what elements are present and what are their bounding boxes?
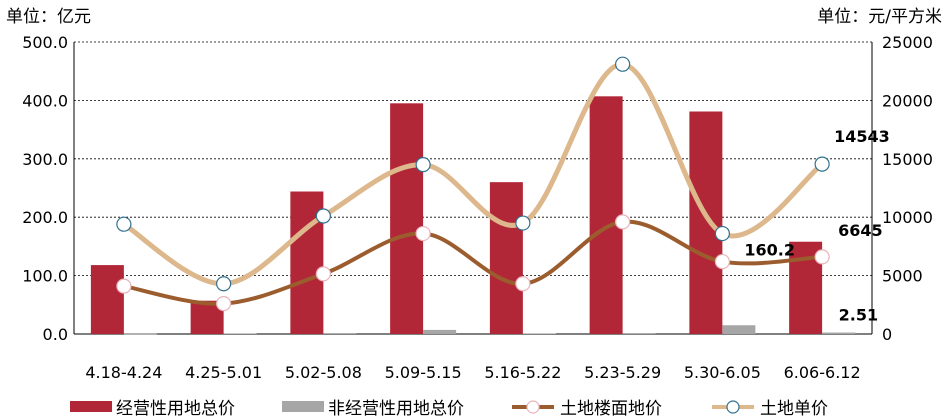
y-right-tick-label: 5000 <box>882 267 923 286</box>
point-floor-price <box>615 214 631 230</box>
bar-other <box>123 333 157 335</box>
point-unit-price <box>216 276 232 292</box>
legend-swatch-bar-main <box>70 401 112 412</box>
legend-label: 土地楼面地价 <box>560 399 662 419</box>
point-floor-price <box>315 266 331 282</box>
legend-item-floor-price: 土地楼面地价 <box>510 395 662 419</box>
combo-chart: 0.0 100.0 200.0 300.0 400.0 500.0 0 5000 10000 15… <box>22 33 933 382</box>
legend-swatch-line-unit <box>712 399 754 414</box>
y-left-tick-label: 400.0 <box>22 91 68 110</box>
bar-other <box>423 329 457 334</box>
bar-main <box>489 182 523 334</box>
line-floor-price <box>123 219 823 306</box>
bar-other <box>522 333 556 335</box>
point-floor-price <box>216 296 232 312</box>
point-floor-price <box>116 278 132 294</box>
y-right-tick-label: 15000 <box>882 150 933 169</box>
legend-item-other-land-price: 非经营性用地总价 <box>282 395 464 419</box>
bar-other <box>323 333 357 334</box>
point-unit-price <box>116 216 132 232</box>
x-tick-label: 5.30-6.05 <box>684 363 761 382</box>
data-label: 14543 <box>834 127 890 146</box>
bar-other <box>223 333 257 335</box>
bar-other <box>722 325 756 334</box>
point-unit-price <box>415 157 431 173</box>
x-tick-label: 6.06-6.12 <box>784 363 861 382</box>
bar-other <box>822 332 856 334</box>
point-unit-price <box>315 208 331 224</box>
point-floor-price <box>415 225 431 242</box>
point-floor-price <box>714 253 730 270</box>
point-floor-price <box>814 249 830 265</box>
bar-other <box>622 333 656 334</box>
y-left-tick-label: 500.0 <box>22 33 68 52</box>
line-unit-price <box>122 61 824 287</box>
y-right-tick-label: 25000 <box>882 33 933 52</box>
right-axis-unit: 单位：元/平方米 <box>817 7 942 27</box>
legend-label: 非经营性用地总价 <box>328 399 464 419</box>
legend-swatch-bar-other <box>282 401 324 412</box>
point-unit-price <box>814 156 830 172</box>
data-label: 2.51 <box>839 306 878 325</box>
data-label: 6645 <box>838 221 883 240</box>
y-right-tick-label: 20000 <box>882 91 933 110</box>
left-axis-unit: 单位：亿元 <box>6 7 91 27</box>
y-right-tick-label: 10000 <box>882 208 933 227</box>
data-label: 160.2 <box>744 241 795 260</box>
bar-main <box>589 96 623 334</box>
y-left-tick-label: 200.0 <box>22 208 68 227</box>
bar-main <box>90 265 124 334</box>
x-tick-label: 5.09-5.15 <box>385 363 462 382</box>
x-tick-label: 5.16-5.22 <box>484 363 561 382</box>
point-unit-price <box>615 56 631 72</box>
x-tick-label: 5.02-5.08 <box>285 363 362 382</box>
y-left-tick-label: 0.0 <box>43 325 68 344</box>
legend-item-main-land-price: 经营性用地总价 <box>70 395 235 419</box>
legend-label: 经营性用地总价 <box>116 399 235 419</box>
point-unit-price <box>714 225 730 242</box>
legend-item-unit-price: 土地单价 <box>710 395 828 419</box>
x-tick-label: 5.23-5.29 <box>584 363 661 382</box>
y-left-tick-label: 300.0 <box>22 150 68 169</box>
bar-main <box>689 111 723 334</box>
point-floor-price <box>515 276 531 292</box>
y-left-tick-label: 100.0 <box>22 267 68 286</box>
legend-label: 土地单价 <box>760 399 828 419</box>
x-tick-label: 4.25-5.01 <box>185 363 262 382</box>
bar-main <box>390 103 424 334</box>
x-tick-label: 4.18-4.24 <box>85 363 162 382</box>
chart-legend: 经营性用地总价 非经营性用地总价 土地楼面地价 土地单价 <box>0 395 948 419</box>
point-unit-price <box>515 215 531 231</box>
y-right-tick-label: 0 <box>882 325 892 344</box>
legend-swatch-line-floor <box>512 399 554 414</box>
